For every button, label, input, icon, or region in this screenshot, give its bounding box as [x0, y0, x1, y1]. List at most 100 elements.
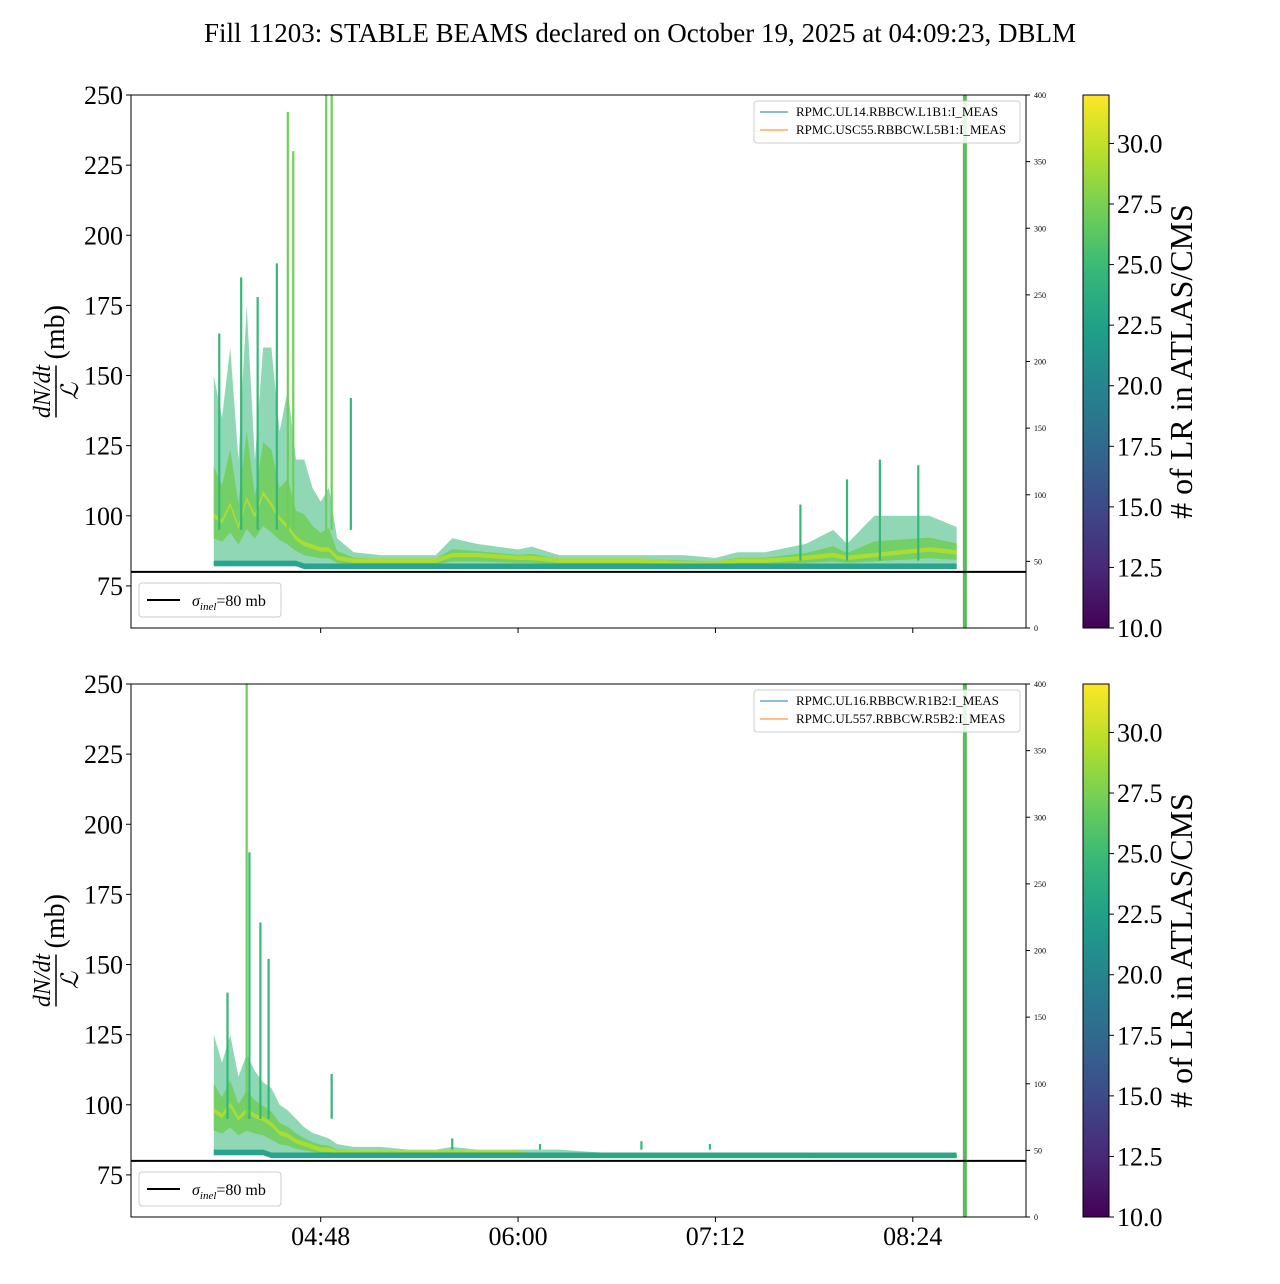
y-tick-label: 100: [84, 502, 123, 531]
end-marker: [962, 95, 967, 628]
y-tick-label: 225: [84, 151, 123, 180]
colorbar-label: # of LR in ATLAS/CMS: [1163, 793, 1199, 1108]
reference-value: =80 mb: [216, 593, 265, 610]
y-label-numerator: dN/dt: [30, 363, 56, 418]
y-tick-label: 100: [84, 1091, 123, 1120]
panel-top: 75 100 125 150 175 200 225 250 0 50 100 150 200 250 30…: [30, 81, 1199, 643]
colorbar-tick-label: 10.0: [1117, 614, 1163, 643]
y2-tick-label: 300: [1034, 224, 1046, 233]
colorbar-tick-label: 25.0: [1117, 251, 1163, 280]
y2-tick-label: 400: [1034, 680, 1046, 689]
legend-box: [753, 100, 1021, 144]
colorbar: 10.0 12.5 15.0 17.5 20.0 22.5 25.0 27.5 30.0 # of…: [1082, 683, 1199, 1232]
y-label-denominator: ℒ: [58, 382, 84, 400]
y2-tick-label: 0: [1034, 1213, 1038, 1222]
sigma-symbol: σ: [192, 1182, 201, 1199]
legend-entry: RPMC.UL16.RBBCW.R1B2:I_MEAS: [796, 693, 999, 708]
y-tick-label: 75: [97, 1161, 123, 1190]
reference-legend-label: σinel=80 mb: [192, 593, 266, 613]
sigma-symbol: σ: [192, 593, 201, 610]
plot-area: [213, 95, 967, 628]
reference-legend-box: [138, 1171, 282, 1207]
y2-tick-label: 300: [1034, 813, 1046, 822]
y2-tick-label: 150: [1034, 1013, 1046, 1022]
colorbar-tick-label: 30.0: [1117, 129, 1163, 158]
y-tick-label: 150: [84, 951, 123, 980]
colorbar-tick-label: 20.0: [1117, 961, 1163, 990]
legend-entry: RPMC.USC55.RBBCW.L5B1:I_MEAS: [796, 122, 1006, 137]
colorbar-tick-label: 17.5: [1117, 1021, 1163, 1050]
colorbar: 10.0 12.5 15.0 17.5 20.0 22.5 25.0 27.5 30.0 # of…: [1082, 94, 1199, 643]
y-label-unit: (mb): [40, 305, 71, 359]
y-tick-label: 150: [84, 362, 123, 391]
y-tick-label: 200: [84, 810, 123, 839]
envelope-mid: [213, 1102, 957, 1158]
y-axis-label: dN/dt ℒ (mb): [30, 305, 84, 418]
figure-title: Fill 11203: STABLE BEAMS declared on Oct…: [203, 18, 1076, 48]
reference-legend: σinel=80 mb: [138, 1171, 282, 1207]
y2-tick-label: 50: [1034, 1146, 1042, 1155]
x-tick-label: 06:00: [488, 1222, 547, 1251]
colorbar-tick-label: 12.5: [1117, 1142, 1163, 1171]
colorbar-tick-label: 12.5: [1117, 553, 1163, 582]
y2-tick-label: 250: [1034, 291, 1046, 300]
reference-legend-box: [138, 582, 282, 618]
legend-box: [753, 689, 1021, 733]
y2-tick-label: 200: [1034, 947, 1046, 956]
plot-area: [213, 684, 967, 1217]
colorbar-tick-label: 17.5: [1117, 432, 1163, 461]
colorbar-tick-label: 15.0: [1117, 493, 1163, 522]
y2-tick-label: 350: [1034, 747, 1046, 756]
y-tick-label: 200: [84, 221, 123, 250]
colorbar-tick-label: 27.5: [1117, 190, 1163, 219]
y2-tick-label: 200: [1034, 358, 1046, 367]
y2-tick-label: 150: [1034, 424, 1046, 433]
envelope-outer: [213, 1034, 957, 1159]
x-tick-label: 07:12: [686, 1222, 745, 1251]
y2-tick-label: 350: [1034, 158, 1046, 167]
colorbar-tick-label: 27.5: [1117, 779, 1163, 808]
colorbar-tick-label: 22.5: [1117, 900, 1163, 929]
reference-legend: σinel=80 mb: [138, 582, 282, 618]
x-tick-label: 04:48: [291, 1222, 350, 1251]
y-tick-label: 125: [84, 1021, 123, 1050]
y-label-unit: (mb): [40, 894, 71, 948]
colorbar-tick-label: 30.0: [1117, 718, 1163, 747]
y-tick-label: 225: [84, 740, 123, 769]
sigma-subscript: inel: [200, 1190, 217, 1202]
reference-value: =80 mb: [216, 1182, 265, 1199]
colorbar-tick-label: 10.0: [1117, 1203, 1163, 1232]
y-tick-label: 175: [84, 291, 123, 320]
y2-tick-label: 100: [1034, 1080, 1046, 1089]
colorbar-tick-label: 25.0: [1117, 840, 1163, 869]
envelope-floor: [213, 560, 957, 570]
y-axis-label: dN/dt ℒ (mb): [30, 894, 84, 1007]
y-label-numerator: dN/dt: [30, 952, 56, 1007]
y2-tick-label: 250: [1034, 880, 1046, 889]
y2-tick-label: 50: [1034, 557, 1042, 566]
y2-tick-label: 0: [1034, 624, 1038, 633]
y-tick-label: 75: [97, 572, 123, 601]
colorbar-tick-label: 22.5: [1117, 311, 1163, 340]
panel-bottom: 75 100 125 150 175 200 225 250 0 50 100 150 200 250 30…: [30, 670, 1199, 1251]
colorbar-label: # of LR in ATLAS/CMS: [1163, 204, 1199, 519]
y-tick-label: 250: [84, 670, 123, 699]
end-marker: [962, 684, 967, 1217]
colorbar-tick-label: 20.0: [1117, 372, 1163, 401]
y-label-denominator: ℒ: [58, 971, 84, 989]
y-tick-label: 175: [84, 880, 123, 909]
series-legend: RPMC.UL16.RBBCW.R1B2:I_MEAS RPMC.UL557.RB…: [753, 689, 1021, 733]
reference-legend-label: σinel=80 mb: [192, 1182, 266, 1202]
legend-entry: RPMC.UL14.RBBCW.L1B1:I_MEAS: [796, 104, 998, 119]
y-tick-label: 125: [84, 432, 123, 461]
y-tick-label: 250: [84, 81, 123, 110]
envelope-floor: [213, 1149, 957, 1159]
legend-entry: RPMC.UL557.RBBCW.R5B2:I_MEAS: [796, 711, 1005, 726]
x-tick-label: 08:24: [883, 1222, 942, 1251]
y2-tick-label: 400: [1034, 91, 1046, 100]
y2-tick-label: 100: [1034, 491, 1046, 500]
colorbar-tick-label: 15.0: [1117, 1082, 1163, 1111]
colorbar-bar: [1082, 94, 1110, 629]
